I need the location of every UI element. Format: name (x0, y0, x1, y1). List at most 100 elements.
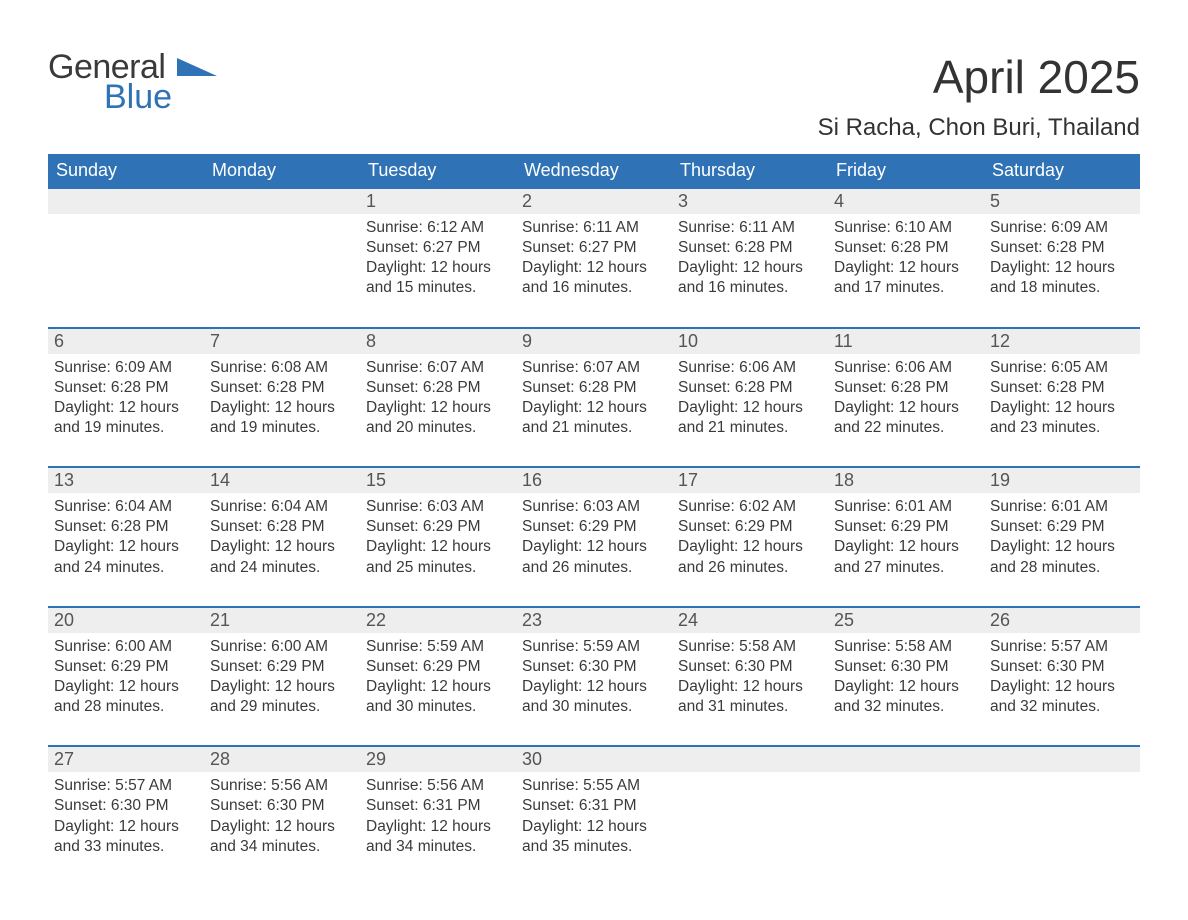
day-number-cell (672, 746, 828, 772)
sunset-text: Sunset: 6:28 PM (366, 378, 510, 398)
day-detail-cell: Sunrise: 6:03 AMSunset: 6:29 PMDaylight:… (516, 493, 672, 607)
sunset-text: Sunset: 6:30 PM (54, 796, 198, 816)
day-number-cell: 2 (516, 188, 672, 214)
daylight-text: Daylight: 12 hours (834, 398, 978, 418)
day-detail-cell: Sunrise: 6:04 AMSunset: 6:28 PMDaylight:… (204, 493, 360, 607)
daylight-text: Daylight: 12 hours (834, 677, 978, 697)
dow-tuesday: Tuesday (360, 154, 516, 188)
daylight-text: and 28 minutes. (54, 697, 198, 717)
daylight-text: and 16 minutes. (522, 278, 666, 298)
day-number-cell (828, 746, 984, 772)
day-number-cell (204, 188, 360, 214)
daylight-text: and 20 minutes. (366, 418, 510, 438)
day-detail-cell: Sunrise: 5:59 AMSunset: 6:30 PMDaylight:… (516, 633, 672, 747)
day-detail-cell: Sunrise: 6:03 AMSunset: 6:29 PMDaylight:… (360, 493, 516, 607)
daylight-text: and 24 minutes. (210, 558, 354, 578)
brand-text: General Blue (48, 50, 217, 114)
sunset-text: Sunset: 6:27 PM (366, 238, 510, 258)
day-detail-cell: Sunrise: 6:07 AMSunset: 6:28 PMDaylight:… (360, 354, 516, 468)
daylight-text: Daylight: 12 hours (834, 537, 978, 557)
sunrise-text: Sunrise: 6:04 AM (210, 497, 354, 517)
day-number-cell: 3 (672, 188, 828, 214)
sunset-text: Sunset: 6:30 PM (990, 657, 1134, 677)
sunrise-text: Sunrise: 6:11 AM (678, 218, 822, 238)
daylight-text: and 26 minutes. (678, 558, 822, 578)
daylight-text: Daylight: 12 hours (54, 398, 198, 418)
sunrise-text: Sunrise: 5:56 AM (366, 776, 510, 796)
sunrise-text: Sunrise: 6:00 AM (54, 637, 198, 657)
sunrise-text: Sunrise: 6:03 AM (366, 497, 510, 517)
daylight-text: Daylight: 12 hours (210, 398, 354, 418)
dow-sunday: Sunday (48, 154, 204, 188)
sunrise-text: Sunrise: 5:57 AM (990, 637, 1134, 657)
daylight-text: Daylight: 12 hours (366, 398, 510, 418)
day-number-cell: 5 (984, 188, 1140, 214)
day-number-cell: 6 (48, 328, 204, 354)
daylight-text: Daylight: 12 hours (366, 537, 510, 557)
day-number-cell: 30 (516, 746, 672, 772)
daylight-text: Daylight: 12 hours (210, 537, 354, 557)
sunrise-text: Sunrise: 6:09 AM (990, 218, 1134, 238)
sunset-text: Sunset: 6:29 PM (210, 657, 354, 677)
day-detail-cell: Sunrise: 6:09 AMSunset: 6:28 PMDaylight:… (48, 354, 204, 468)
day-number-cell: 9 (516, 328, 672, 354)
day-number-cell: 27 (48, 746, 204, 772)
daylight-text: and 24 minutes. (54, 558, 198, 578)
sunset-text: Sunset: 6:28 PM (678, 238, 822, 258)
month-title: April 2025 (818, 50, 1140, 104)
daylight-text: Daylight: 12 hours (678, 398, 822, 418)
daylight-text: and 21 minutes. (678, 418, 822, 438)
daylight-text: and 16 minutes. (678, 278, 822, 298)
sunset-text: Sunset: 6:28 PM (54, 517, 198, 537)
day-number-cell: 12 (984, 328, 1140, 354)
daylight-text: Daylight: 12 hours (210, 677, 354, 697)
location-label: Si Racha, Chon Buri, Thailand (818, 114, 1140, 142)
daylight-text: and 26 minutes. (522, 558, 666, 578)
daylight-text: Daylight: 12 hours (990, 398, 1134, 418)
daylight-text: Daylight: 12 hours (990, 258, 1134, 278)
sunrise-text: Sunrise: 6:02 AM (678, 497, 822, 517)
sunrise-text: Sunrise: 6:06 AM (678, 358, 822, 378)
day-number-cell: 29 (360, 746, 516, 772)
daylight-text: and 18 minutes. (990, 278, 1134, 298)
daylight-text: Daylight: 12 hours (54, 817, 198, 837)
sunset-text: Sunset: 6:28 PM (990, 378, 1134, 398)
sunrise-text: Sunrise: 5:58 AM (678, 637, 822, 657)
day-detail-cell: Sunrise: 5:56 AMSunset: 6:31 PMDaylight:… (360, 772, 516, 880)
calendar-table: Sunday Monday Tuesday Wednesday Thursday… (48, 154, 1140, 880)
daylight-text: Daylight: 12 hours (522, 258, 666, 278)
daylight-text: and 15 minutes. (366, 278, 510, 298)
sunset-text: Sunset: 6:28 PM (834, 378, 978, 398)
sunset-text: Sunset: 6:28 PM (990, 238, 1134, 258)
sunrise-text: Sunrise: 6:07 AM (522, 358, 666, 378)
day-detail-cell: Sunrise: 5:57 AMSunset: 6:30 PMDaylight:… (984, 633, 1140, 747)
daylight-text: Daylight: 12 hours (522, 398, 666, 418)
day-number-cell: 10 (672, 328, 828, 354)
day-detail-cell: Sunrise: 5:59 AMSunset: 6:29 PMDaylight:… (360, 633, 516, 747)
day-detail-cell (48, 214, 204, 328)
sunrise-text: Sunrise: 6:07 AM (366, 358, 510, 378)
sunrise-text: Sunrise: 6:06 AM (834, 358, 978, 378)
sunset-text: Sunset: 6:30 PM (678, 657, 822, 677)
day-number-row: 27282930 (48, 746, 1140, 772)
daylight-text: Daylight: 12 hours (522, 537, 666, 557)
day-number-cell: 26 (984, 607, 1140, 633)
sunset-text: Sunset: 6:28 PM (834, 238, 978, 258)
daylight-text: Daylight: 12 hours (678, 677, 822, 697)
day-detail-cell: Sunrise: 6:10 AMSunset: 6:28 PMDaylight:… (828, 214, 984, 328)
day-detail-cell: Sunrise: 6:04 AMSunset: 6:28 PMDaylight:… (48, 493, 204, 607)
daylight-text: and 19 minutes. (210, 418, 354, 438)
daylight-text: Daylight: 12 hours (678, 537, 822, 557)
daylight-text: and 23 minutes. (990, 418, 1134, 438)
day-detail-cell: Sunrise: 6:08 AMSunset: 6:28 PMDaylight:… (204, 354, 360, 468)
day-number-cell: 19 (984, 467, 1140, 493)
sunset-text: Sunset: 6:29 PM (522, 517, 666, 537)
daylight-text: and 19 minutes. (54, 418, 198, 438)
sunrise-text: Sunrise: 6:03 AM (522, 497, 666, 517)
day-detail-cell: Sunrise: 6:01 AMSunset: 6:29 PMDaylight:… (984, 493, 1140, 607)
daylight-text: and 34 minutes. (210, 837, 354, 857)
sunset-text: Sunset: 6:29 PM (834, 517, 978, 537)
sunset-text: Sunset: 6:29 PM (54, 657, 198, 677)
sunrise-text: Sunrise: 6:12 AM (366, 218, 510, 238)
day-detail-row: Sunrise: 6:12 AMSunset: 6:27 PM Daylight:… (48, 214, 1140, 328)
